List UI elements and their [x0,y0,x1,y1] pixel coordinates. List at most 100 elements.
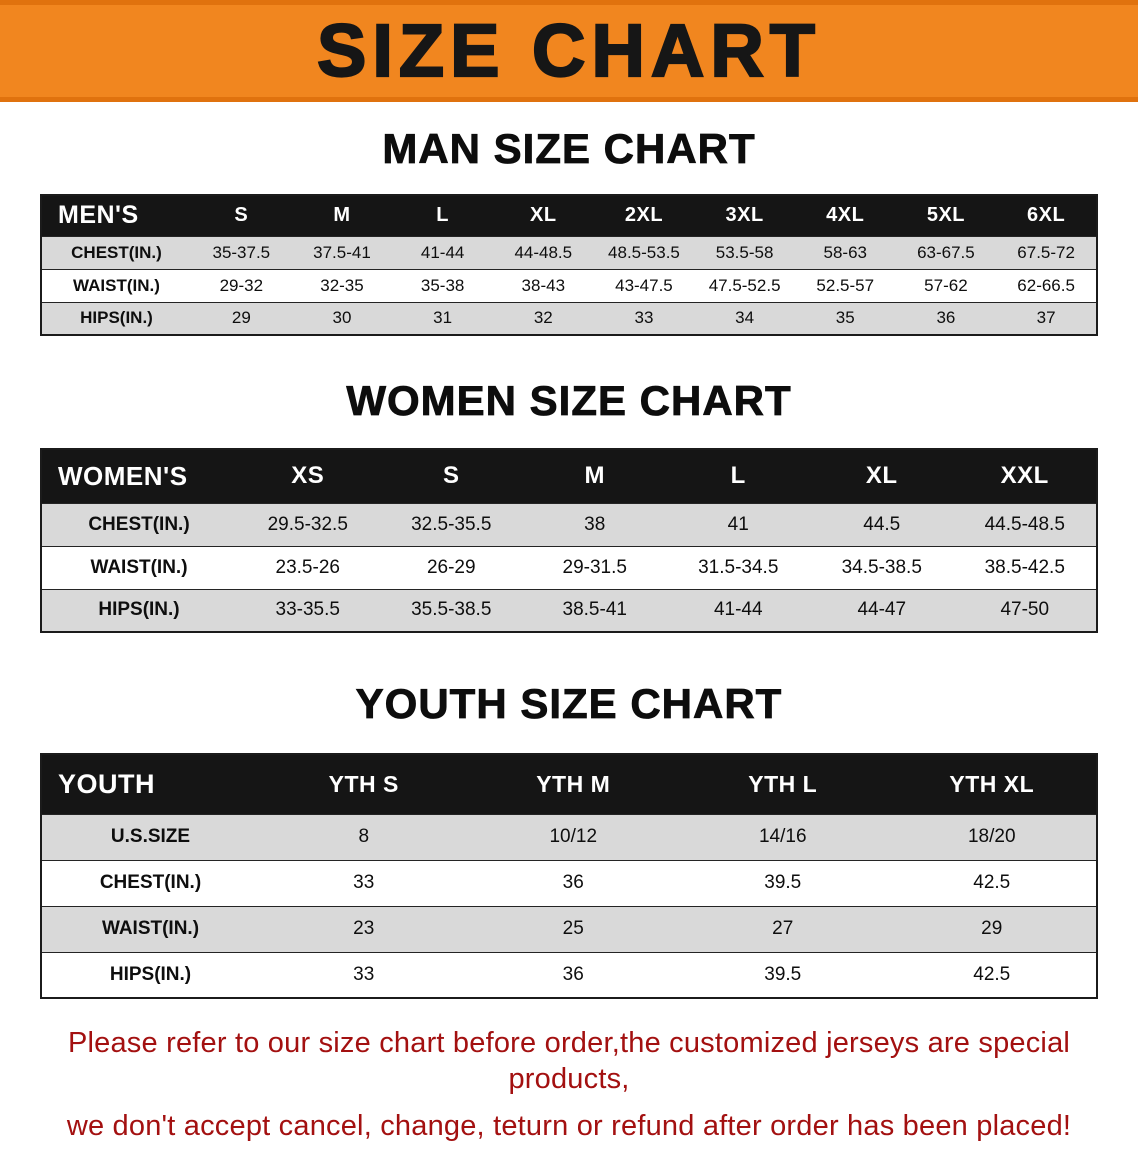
youth-cell: 39.5 [764,963,802,985]
men-cell: 52.5-57 [816,275,875,295]
youth-row-label: U.S.SIZE [110,826,191,847]
men-row-label: HIPS(IN.) [80,308,153,328]
women-cell: 44-47 [857,599,907,621]
women-row-0: CHEST(IN.) 29.5-32.5 32.5-35.5 38 41 44.5 44.5… [41,503,1097,546]
youth-corner-label: YOUTH [41,754,259,814]
men-cell: 37 [1036,308,1056,328]
women-cell: 35.5-38.5 [411,599,492,621]
women-cell: 33-35.5 [275,599,340,621]
page-title: SIZE CHART [316,9,821,92]
youth-cell: 14/16 [758,826,807,847]
men-cell: 53.5-58 [715,242,774,262]
youth-section-heading: YOUTH SIZE CHART [355,680,783,727]
men-row-label: CHEST(IN.) [71,242,162,262]
youth-row-label: WAIST(IN.) [101,918,200,939]
youth-row-1: CHEST(IN.) 33 36 39.5 42.5 [41,860,1097,906]
youth-section: YOUTH SIZE CHART YOUTH YTH S YTH M YTH L YTH… [0,633,1138,999]
men-column-header: L [392,195,493,236]
men-cell: 47.5-52.5 [708,275,781,295]
youth-cell: 42.5 [973,872,1011,893]
women-header-row: WOMEN'S XS S M L XL XXL [41,449,1097,503]
men-column-header: 6XL [996,195,1097,236]
youth-cell: 25 [562,918,584,939]
youth-column-header: YTH S [259,754,469,814]
women-cell: 29.5-32.5 [267,513,348,535]
women-column-header: XS [236,449,380,503]
youth-cell: 18/20 [967,826,1016,847]
youth-cell: 29 [981,918,1003,939]
women-cell: 29-31.5 [562,556,627,578]
men-column-header: 2XL [593,195,695,236]
youth-column-header: YTH XL [887,754,1097,814]
men-cell: 32-35 [320,275,364,295]
youth-row-2: WAIST(IN.) 23 25 27 29 [41,906,1097,952]
men-corner-label: MEN'S [41,195,191,236]
men-cell: 35-38 [420,275,465,295]
men-cell: 31 [433,308,453,328]
men-cell: 58-63 [823,242,867,262]
men-cell: 57-62 [924,275,968,295]
men-cell: 33 [634,308,654,328]
men-cell: 48.5-53.5 [608,242,680,262]
men-column-header: M [291,195,393,236]
women-cell: 38.5-42.5 [984,556,1065,578]
men-row-2: HIPS(IN.) 29 30 31 32 33 34 35 36 37 [41,302,1097,335]
youth-row-3: HIPS(IN.) 33 36 39.5 42.5 [41,952,1097,998]
women-cell: 26-29 [426,556,476,578]
women-section: WOMEN SIZE CHART WOMEN'S XS S M L XL XXL CHEST(… [0,336,1138,633]
women-cell: 38 [584,513,606,535]
men-cell: 30 [332,308,352,328]
men-cell: 63-67.5 [917,242,975,262]
women-row-label: CHEST(IN.) [88,513,190,535]
youth-size-table: YOUTH YTH S YTH M YTH L YTH XL U.S.SIZE 8 10/12… [40,753,1098,999]
youth-row-0: U.S.SIZE 8 10/12 14/16 18/20 [41,814,1097,860]
men-cell: 35-37.5 [212,242,271,262]
men-cell: 41-44 [420,242,465,262]
women-corner-label: WOMEN'S [41,449,236,503]
women-section-heading: WOMEN SIZE CHART [346,377,792,424]
notice-line-1: Please refer to our size chart before or… [67,1027,1071,1096]
youth-row-label: HIPS(IN.) [109,963,192,985]
youth-cell: 27 [772,918,794,939]
men-cell: 29-32 [219,275,264,295]
men-cell: 44-48.5 [514,242,573,262]
men-cell: 29 [231,308,251,328]
women-cell: 23.5-26 [275,556,340,578]
banner: SIZE CHART [0,0,1138,102]
women-row-label: WAIST(IN.) [90,556,188,578]
women-cell: 31.5-34.5 [698,556,779,578]
men-section-heading: MAN SIZE CHART [382,125,756,172]
women-column-header: L [666,449,810,503]
women-column-header: M [523,449,667,503]
men-column-header: 4XL [794,195,896,236]
youth-header-row: YOUTH YTH S YTH M YTH L YTH XL [41,754,1097,814]
youth-column-header: YTH M [468,754,678,814]
women-cell: 47-50 [1000,599,1050,621]
men-cell: 37.5-41 [313,242,371,262]
men-size-table: MEN'S S M L XL 2XL 3XL 4XL 5XL 6XL CHEST(IN.) 35-37… [40,194,1098,336]
men-row-1: WAIST(IN.) 29-32 32-35 35-38 38-43 43-47.5 47.… [41,269,1097,302]
men-cell: 32 [533,308,553,328]
men-row-0: CHEST(IN.) 35-37.5 37.5-41 41-44 44-48.5 48.5… [41,236,1097,269]
women-cell: 44.5-48.5 [984,513,1065,535]
women-cell: 38.5-41 [562,599,627,621]
youth-cell: 33 [353,872,375,893]
youth-row-label: CHEST(IN.) [99,872,202,893]
youth-cell: 8 [358,826,370,847]
youth-column-header: YTH L [678,754,888,814]
footer-notice: Please refer to our size chart before or… [18,1025,1120,1144]
men-cell: 35 [835,308,855,328]
men-header-row: MEN'S S M L XL 2XL 3XL 4XL 5XL 6XL [41,195,1097,236]
men-cell: 43-47.5 [615,275,673,295]
notice-line-2: we don't accept cancel, change, teturn o… [66,1109,1072,1142]
women-cell: 32.5-35.5 [411,513,492,535]
men-row-label: WAIST(IN.) [73,275,160,295]
size-charts: MAN SIZE CHART MEN'S S M L XL 2XL 3XL 4XL 5XL 6XL… [0,102,1138,999]
youth-cell: 36 [562,872,584,893]
youth-cell: 23 [353,918,375,939]
men-column-header: S [191,195,292,236]
women-row-label: HIPS(IN.) [98,599,180,621]
men-cell: 34 [735,308,755,328]
men-cell: 36 [936,308,956,328]
women-column-header: XXL [953,449,1097,503]
